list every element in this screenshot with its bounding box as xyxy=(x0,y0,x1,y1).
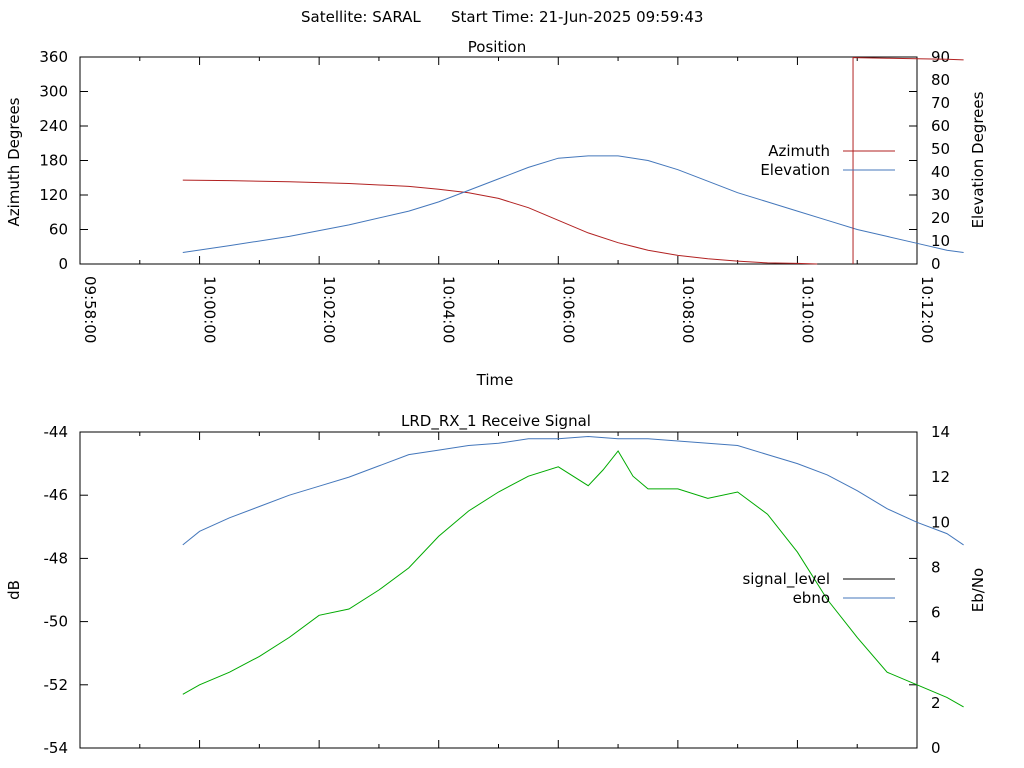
azimuth-ticks: 0 60 120 180 240 300 360 xyxy=(39,48,917,273)
satellite-label: Satellite: SARAL xyxy=(301,8,421,26)
y-tick-label: 0 xyxy=(58,255,68,273)
y2-tick-label: 70 xyxy=(931,94,950,112)
start-time-label: Start Time: 21-Jun-2025 09:59:43 xyxy=(451,8,703,26)
signal-series xyxy=(182,435,964,708)
y-tick-label: 120 xyxy=(39,186,68,204)
x-tick-label: 10:04:00 xyxy=(440,276,458,343)
series-line-ebno xyxy=(182,435,964,546)
y2-tick-label: 4 xyxy=(931,649,941,667)
y-tick-label: -50 xyxy=(44,613,69,631)
series-line-azimuth-wrapped- xyxy=(852,57,964,61)
legend-label-ebno: ebno xyxy=(793,589,830,607)
position-legend: Azimuth Elevation xyxy=(760,142,895,179)
y2-tick-label: 0 xyxy=(931,255,941,273)
x-tick-label: 10:02:00 xyxy=(320,276,338,343)
y2-tick-label: 0 xyxy=(931,739,941,757)
y-tick-label: 60 xyxy=(49,221,68,239)
legend-label-elevation: Elevation xyxy=(760,161,830,179)
x-tick-label: 10:00:00 xyxy=(201,276,219,343)
x-tick-label: 10:06:00 xyxy=(559,276,577,343)
y2-tick-label: 40 xyxy=(931,163,950,181)
signal-legend: signal_level ebno xyxy=(742,570,895,607)
y2-tick-label: 20 xyxy=(931,209,950,227)
y2-tick-label: 50 xyxy=(931,140,950,158)
y2-tick-label: 14 xyxy=(931,423,950,441)
y-tick-label: -46 xyxy=(44,486,69,504)
series-line-elevation xyxy=(182,155,964,253)
db-axis-label: dB xyxy=(5,580,23,600)
y-tick-label: 180 xyxy=(39,152,68,170)
y-tick-label: 360 xyxy=(39,48,68,66)
y-tick-label: 240 xyxy=(39,117,68,135)
signal-time-ticks xyxy=(79,432,918,748)
position-series xyxy=(182,57,964,265)
y-tick-label: 300 xyxy=(39,83,68,101)
db-ticks: -44 -46 -48 -50 -52 -54 xyxy=(44,423,917,757)
elevation-ticks: 0 10 20 30 40 50 60 70 80 90 xyxy=(931,48,950,273)
y-tick-label: -48 xyxy=(44,549,69,567)
y-tick-label: -52 xyxy=(44,676,69,694)
ebno-ticks: 0 2 4 6 8 10 12 14 xyxy=(931,423,950,757)
ebno-axis-label: Eb/No xyxy=(969,568,987,612)
signal-chart-title: LRD_RX_1 Receive Signal xyxy=(401,412,591,431)
y2-tick-label: 90 xyxy=(931,48,950,66)
elevation-axis-label: Elevation Degrees xyxy=(969,91,987,228)
time-ticks: 09:58:00 10:00:00 10:02:00 10:04:00 10:06:00… xyxy=(79,57,936,343)
series-line-signal-level xyxy=(182,450,964,708)
y2-tick-label: 2 xyxy=(931,694,941,712)
y2-tick-label: 30 xyxy=(931,186,950,204)
y2-tick-label: 8 xyxy=(931,558,941,576)
signal-plot-frame xyxy=(79,431,918,749)
series-line-azimuth xyxy=(182,179,818,265)
position-chart-title: Position xyxy=(468,38,526,56)
x-tick-label: 10:08:00 xyxy=(679,276,697,343)
x-tick-label: 10:10:00 xyxy=(798,276,816,343)
y-tick-label: -44 xyxy=(44,423,69,441)
y2-tick-label: 80 xyxy=(931,71,950,89)
y2-tick-label: 10 xyxy=(931,232,950,250)
y2-tick-label: 10 xyxy=(931,513,950,531)
position-chart: Position Azimuth Degrees Elevation Degre… xyxy=(5,38,987,389)
y2-tick-label: 12 xyxy=(931,468,950,486)
y2-tick-label: 6 xyxy=(931,604,941,622)
legend-label-azimuth: Azimuth xyxy=(768,142,830,160)
x-tick-label: 10:12:00 xyxy=(918,276,936,343)
x-tick-label: 09:58:00 xyxy=(81,276,99,343)
time-axis-label: Time xyxy=(476,371,514,389)
y2-tick-label: 60 xyxy=(931,117,950,135)
signal-chart: LRD_RX_1 Receive Signal dB Eb/No -44-46-… xyxy=(5,412,987,757)
legend-label-signal-level: signal_level xyxy=(742,570,830,589)
azimuth-axis-label: Azimuth Degrees xyxy=(5,97,23,226)
y-tick-label: -54 xyxy=(44,739,69,757)
